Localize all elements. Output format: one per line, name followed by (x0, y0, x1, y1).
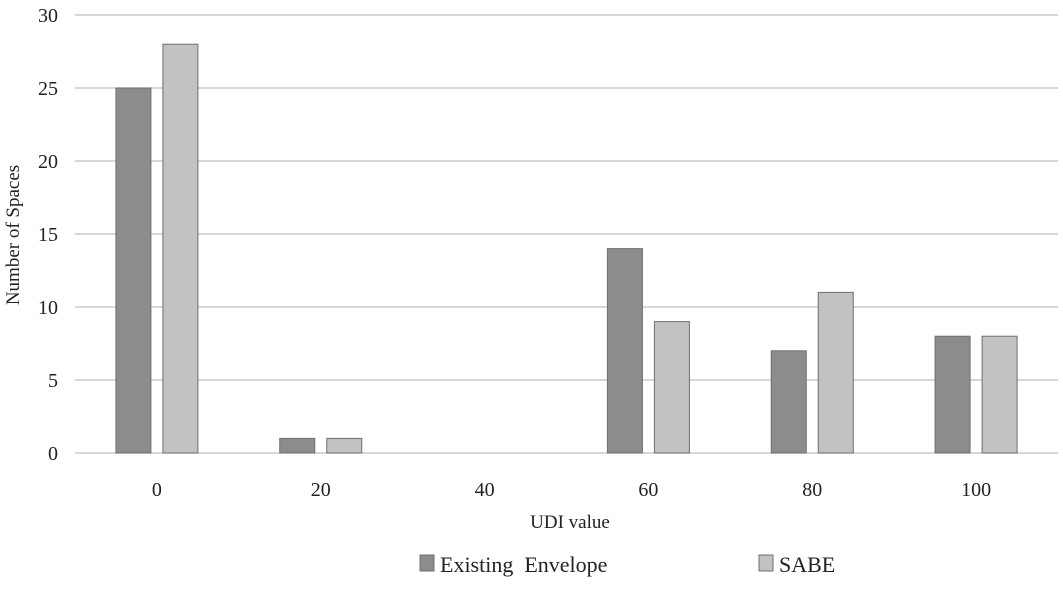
y-tick-label: 0 (48, 443, 58, 465)
y-tick-label: 5 (48, 370, 58, 392)
legend: Existing Envelope SABE (419, 552, 835, 577)
y-tick-label: 10 (38, 297, 58, 319)
bar-existing-envelope-0 (115, 87, 152, 454)
y-tick-label: 20 (38, 151, 58, 173)
bar-sabe-100 (981, 335, 1018, 454)
bar-sabe-0 (162, 43, 199, 454)
y-tick-label: 25 (38, 78, 58, 100)
x-axis-ticks: 0 20 40 60 80 100 (152, 479, 991, 501)
x-tick-label: 20 (311, 479, 331, 501)
y-axis-title: Number of Spaces (3, 165, 24, 305)
legend-swatch-sabe (758, 554, 774, 572)
legend-swatch-existing-envelope (419, 554, 435, 572)
legend-label-sabe: SABE (779, 552, 835, 577)
x-tick-label: 80 (802, 479, 822, 501)
bars (115, 43, 1018, 454)
bar-existing-envelope-80 (770, 350, 807, 454)
x-tick-label: 100 (961, 479, 991, 501)
x-axis-title: UDI value (530, 512, 610, 533)
y-axis-ticks: 0 5 10 15 20 25 30 (38, 5, 58, 465)
bar-sabe-80 (817, 291, 854, 454)
bar-existing-envelope-100 (934, 335, 971, 454)
legend-label-existing-envelope: Existing Envelope (440, 552, 607, 577)
bar-existing-envelope-60 (606, 248, 643, 454)
y-tick-label: 30 (38, 5, 58, 27)
bar-sabe-60 (653, 321, 690, 454)
x-tick-label: 0 (152, 479, 162, 501)
gridlines (75, 14, 1058, 454)
x-tick-label: 60 (638, 479, 658, 501)
bar-existing-envelope-20 (279, 437, 316, 454)
bar-sabe-20 (326, 437, 363, 454)
x-tick-label: 40 (475, 479, 495, 501)
y-tick-label: 15 (38, 224, 58, 246)
